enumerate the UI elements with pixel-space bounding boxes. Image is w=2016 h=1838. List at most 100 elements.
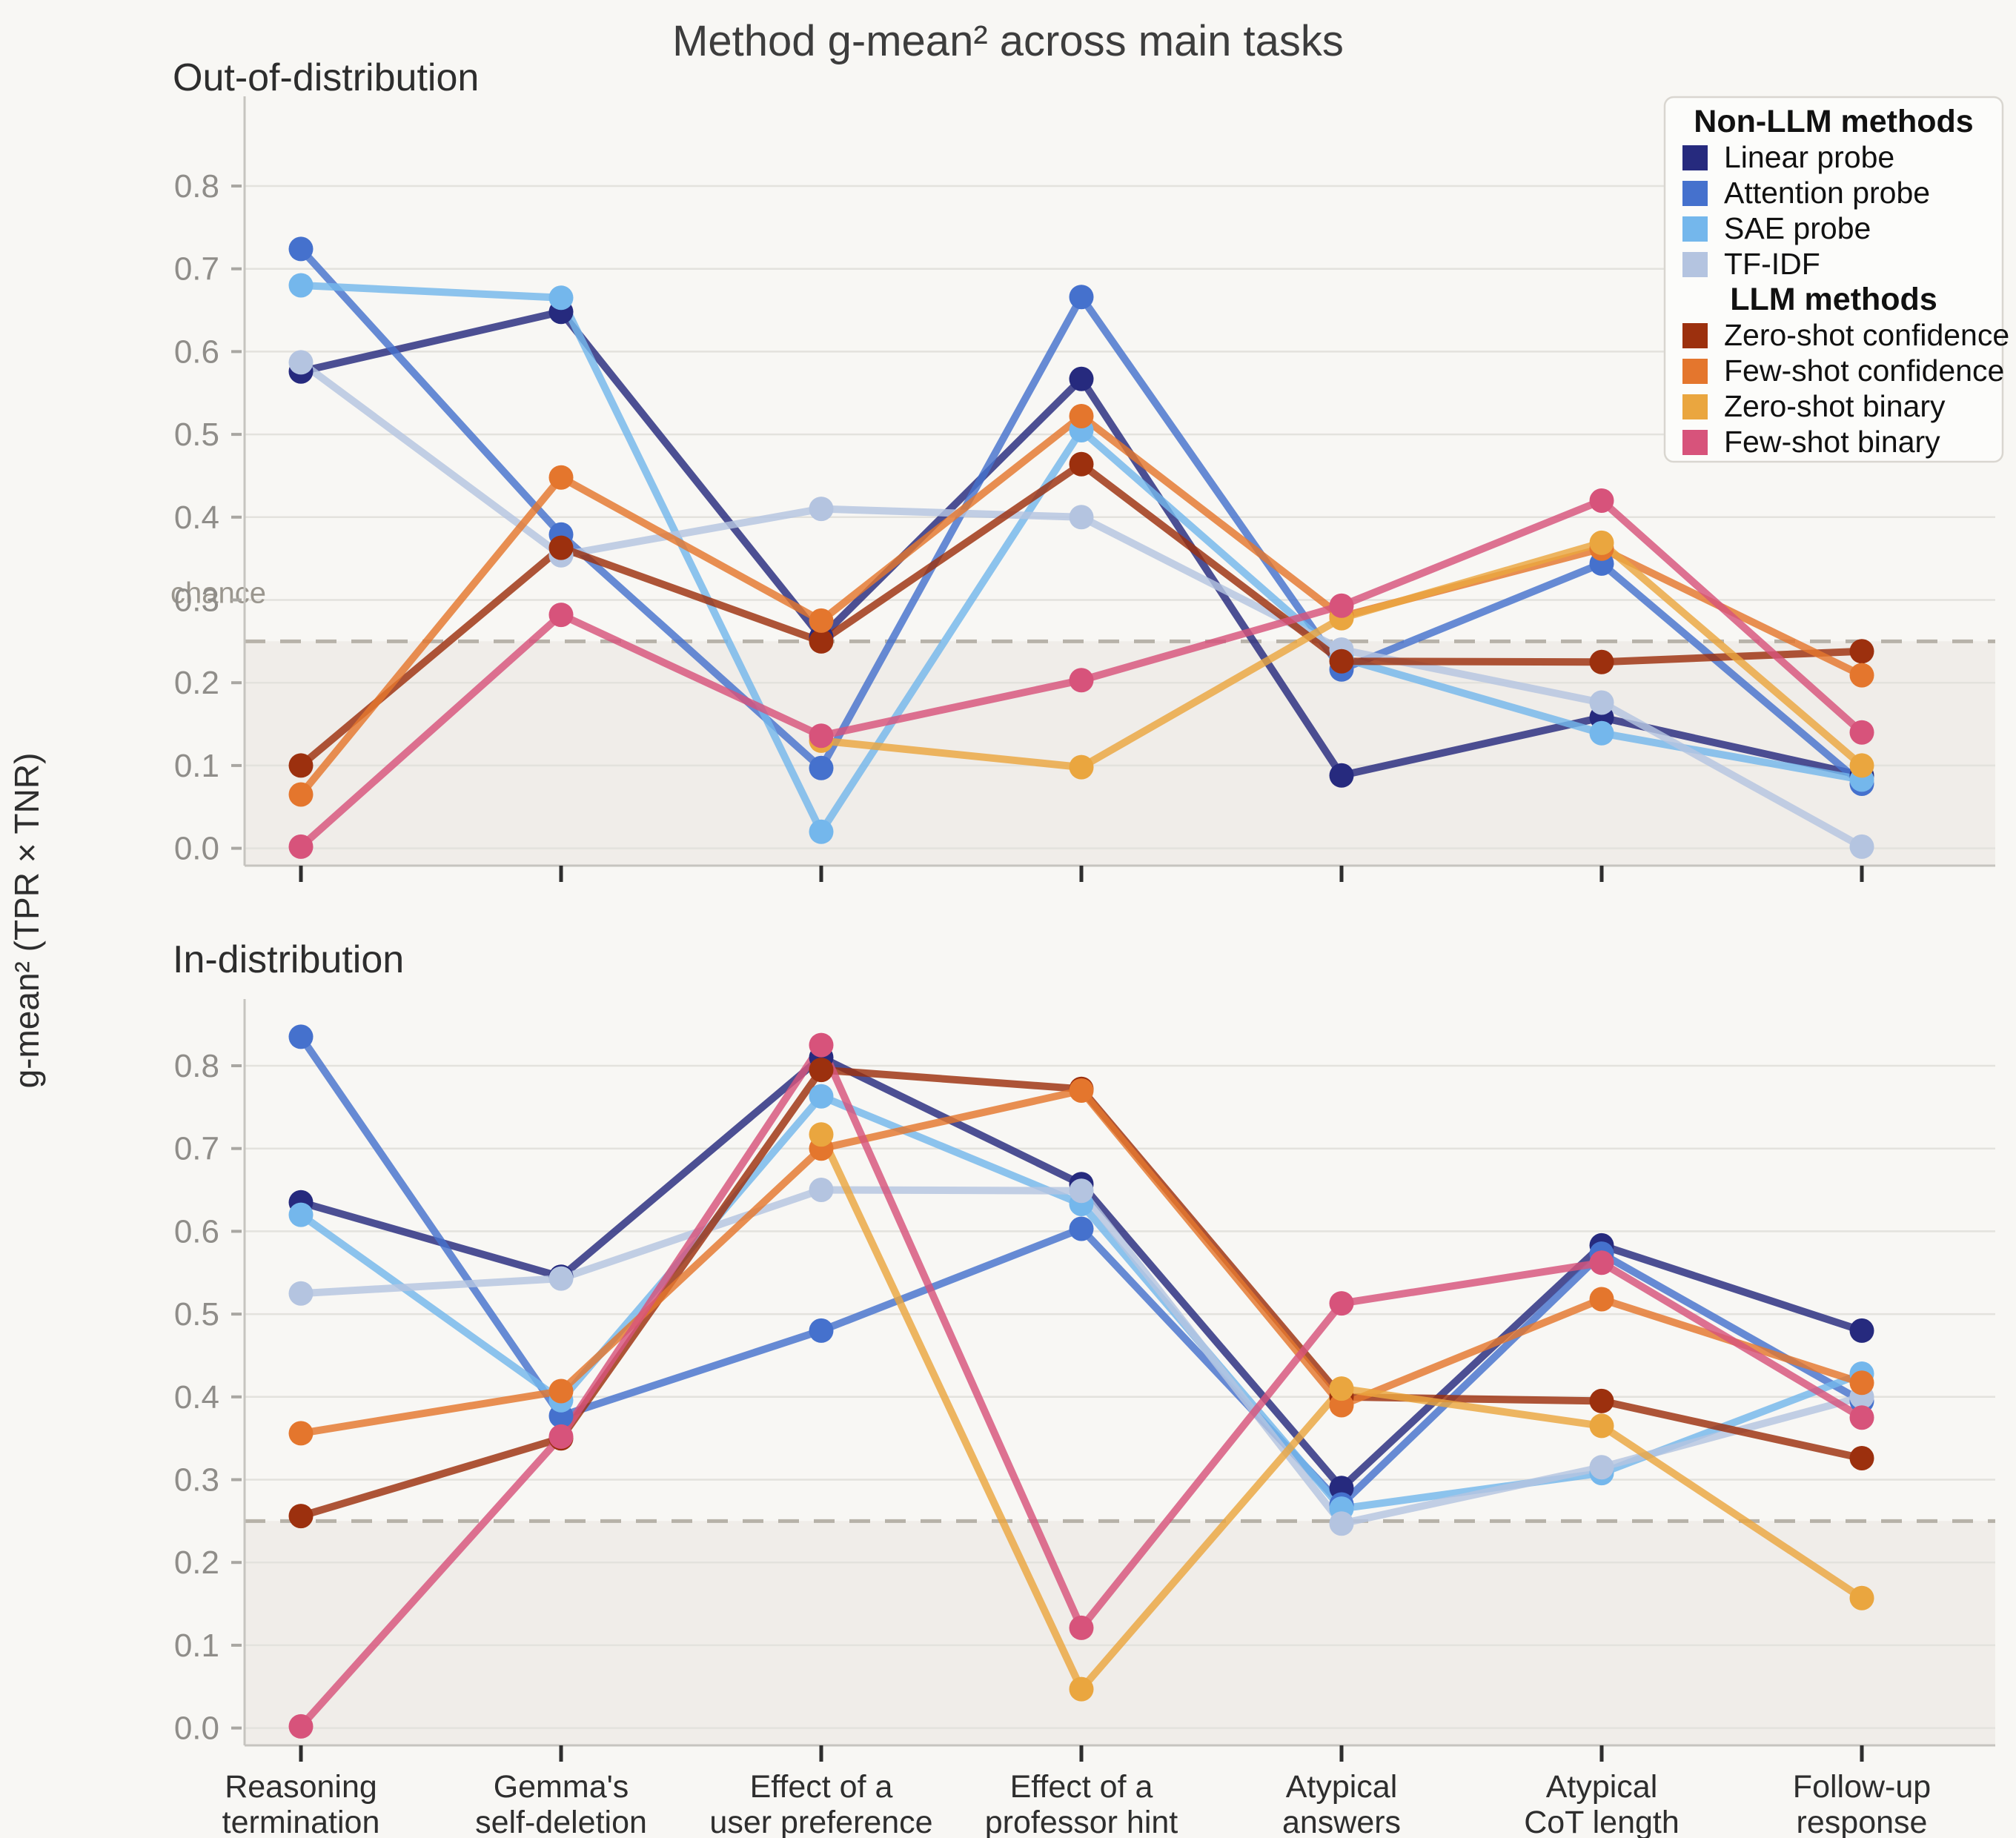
ood-dot-attention_probe-2 — [809, 755, 834, 780]
panels-layer: chance 0.0 0.1 0.2 0.3 0.4 0.5 0.6 0.7 0.8 Out-of-… — [170, 56, 1995, 1838]
ood-dot-attention_probe-0 — [288, 236, 314, 262]
ood-dot-zero_shot_confidence-2 — [809, 628, 834, 654]
ood-dot-few_shot_binary-5 — [1589, 488, 1614, 513]
ood-dot-zero_shot_binary-3 — [1069, 754, 1094, 780]
ood-dot-attention_probe-3 — [1069, 285, 1094, 310]
ood-dot-zero_shot_confidence-6 — [1849, 639, 1874, 664]
legend-swatch-few_shot_confidence — [1682, 359, 1708, 384]
legend-swatch-few_shot_binary — [1682, 430, 1708, 455]
id-dot-sae_probe-2 — [809, 1084, 834, 1109]
ood-dot-few_shot_binary-2 — [809, 723, 834, 749]
legend-swatch-tfidf — [1682, 252, 1708, 277]
ood-dot-zero_shot_binary-5 — [1589, 530, 1614, 555]
id-y-tick-label: 0.2 — [174, 1545, 219, 1581]
id-dot-few_shot_confidence-5 — [1589, 1287, 1614, 1312]
id-dot-tfidf-4 — [1329, 1511, 1354, 1536]
ood-dot-sae_probe-5 — [1589, 720, 1614, 746]
ood-dot-zero_shot_confidence-3 — [1069, 451, 1094, 477]
ood-dot-zero_shot_confidence-1 — [548, 535, 574, 560]
id-dot-zero_shot_confidence-2 — [809, 1058, 834, 1083]
id-dot-few_shot_binary-0 — [288, 1713, 314, 1739]
panel-id: 0.0 0.1 0.2 0.3 0.4 0.5 0.6 0.7 0.8 Reasoning term… — [173, 938, 1995, 1838]
id-dot-zero_shot_binary-5 — [1589, 1413, 1614, 1439]
ood-y-tick-label: 0.4 — [174, 500, 219, 536]
ood-y-tick-label: 0.6 — [174, 334, 219, 370]
id-dot-zero_shot_confidence-5 — [1589, 1388, 1614, 1413]
id-dot-few_shot_binary-5 — [1589, 1250, 1614, 1275]
legend-label-few_shot_confidence: Few-shot confidence — [1724, 354, 2004, 388]
ood-y-tick-label: 0.8 — [174, 168, 219, 205]
id-dot-tfidf-1 — [548, 1266, 574, 1291]
ood-dot-tfidf-0 — [288, 350, 314, 375]
id-below-chance-region — [245, 1521, 1995, 1745]
id-line-zero_shot_confidence — [297, 1066, 1866, 1520]
id-y-tick-label: 0.8 — [174, 1048, 219, 1084]
ood-dot-zero_shot_confidence-4 — [1329, 648, 1354, 674]
id-dot-zero_shot_binary-2 — [809, 1122, 834, 1147]
id-dot-tfidf-0 — [288, 1281, 314, 1306]
legend-swatch-attention_probe — [1682, 181, 1708, 206]
id-dot-zero_shot_confidence-6 — [1849, 1446, 1874, 1470]
id-y-tick-label: 0.0 — [174, 1711, 219, 1747]
legend-swatch-linear_probe — [1682, 145, 1708, 170]
id-dot-attention_probe-3 — [1069, 1216, 1094, 1241]
id-dot-attention_probe-0 — [288, 1024, 314, 1049]
legend-swatch-zero_shot_binary — [1682, 394, 1708, 419]
ood-dot-linear_probe-4 — [1329, 763, 1354, 788]
ood-y-tick-label: 0.5 — [174, 417, 219, 453]
ood-dot-few_shot_binary-4 — [1329, 593, 1354, 618]
ood-dot-sae_probe-2 — [809, 819, 834, 844]
id-y-tick-label: 0.6 — [174, 1213, 219, 1250]
x-category-label: Atypical answers — [1282, 1769, 1401, 1838]
panel-title-id: In-distribution — [173, 938, 404, 981]
ood-y-tick-label: 0.2 — [174, 665, 219, 701]
id-y-tick-label: 0.1 — [174, 1628, 219, 1664]
ood-dot-few_shot_binary-0 — [288, 834, 314, 859]
id-dot-sae_probe-0 — [288, 1202, 314, 1227]
id-y-tick-label: 0.7 — [174, 1131, 219, 1167]
chart-title: Method g-mean² across main tasks — [672, 17, 1344, 65]
ood-dot-few_shot_binary-1 — [548, 603, 574, 628]
id-dot-tfidf-3 — [1069, 1178, 1094, 1204]
ood-dot-few_shot_binary-6 — [1849, 720, 1874, 745]
x-category-label: Reasoning termination — [222, 1769, 380, 1838]
ood-y-tick-label: 0.0 — [174, 831, 219, 867]
ood-dot-tfidf-3 — [1069, 505, 1094, 530]
ood-dot-linear_probe-3 — [1069, 366, 1094, 391]
legend-box — [1663, 96, 2004, 463]
id-dot-attention_probe-2 — [809, 1318, 834, 1343]
ood-dot-zero_shot_binary-6 — [1849, 753, 1874, 778]
ood-dot-few_shot_confidence-6 — [1849, 663, 1874, 688]
ood-dot-few_shot_confidence-3 — [1069, 404, 1094, 428]
id-dot-few_shot_binary-2 — [809, 1032, 834, 1058]
legend-label-sae_probe: SAE probe — [1724, 211, 1871, 245]
ood-y-tick-label: 0.1 — [174, 748, 219, 784]
ood-dot-few_shot_confidence-2 — [809, 608, 834, 633]
ood-dot-zero_shot_confidence-5 — [1589, 649, 1614, 674]
id-dot-zero_shot_confidence-0 — [288, 1504, 314, 1529]
id-line-linear_probe — [297, 1053, 1866, 1492]
ood-dot-tfidf-2 — [809, 497, 834, 522]
id-y-tick-label: 0.5 — [174, 1296, 219, 1333]
id-dot-zero_shot_binary-6 — [1849, 1585, 1874, 1610]
id-y-tick-label: 0.4 — [174, 1379, 219, 1416]
id-dot-tfidf-2 — [809, 1178, 834, 1202]
y-axis-label: g-mean² (TPR × TNR) — [7, 753, 46, 1089]
id-dot-few_shot_binary-1 — [548, 1424, 574, 1449]
ood-y-tick-label: 0.7 — [174, 251, 219, 288]
ood-dot-sae_probe-1 — [548, 285, 574, 311]
legend-label-attention_probe: Attention probe — [1724, 176, 1930, 210]
legend-label-tfidf: TF-IDF — [1724, 247, 1820, 281]
id-dot-linear_probe-6 — [1849, 1318, 1874, 1343]
legend-swatch-zero_shot_confidence — [1682, 323, 1708, 348]
ood-dot-sae_probe-0 — [288, 273, 314, 298]
ood-dot-zero_shot_confidence-0 — [288, 753, 314, 778]
legend-label-zero_shot_binary: Zero-shot binary — [1724, 389, 1946, 423]
x-category-label: Gemma's self-deletion — [475, 1769, 647, 1838]
x-category-label: Atypical CoT length — [1524, 1769, 1680, 1838]
id-dot-few_shot_confidence-1 — [548, 1378, 574, 1404]
legend-label-linear_probe: Linear probe — [1724, 140, 1894, 174]
